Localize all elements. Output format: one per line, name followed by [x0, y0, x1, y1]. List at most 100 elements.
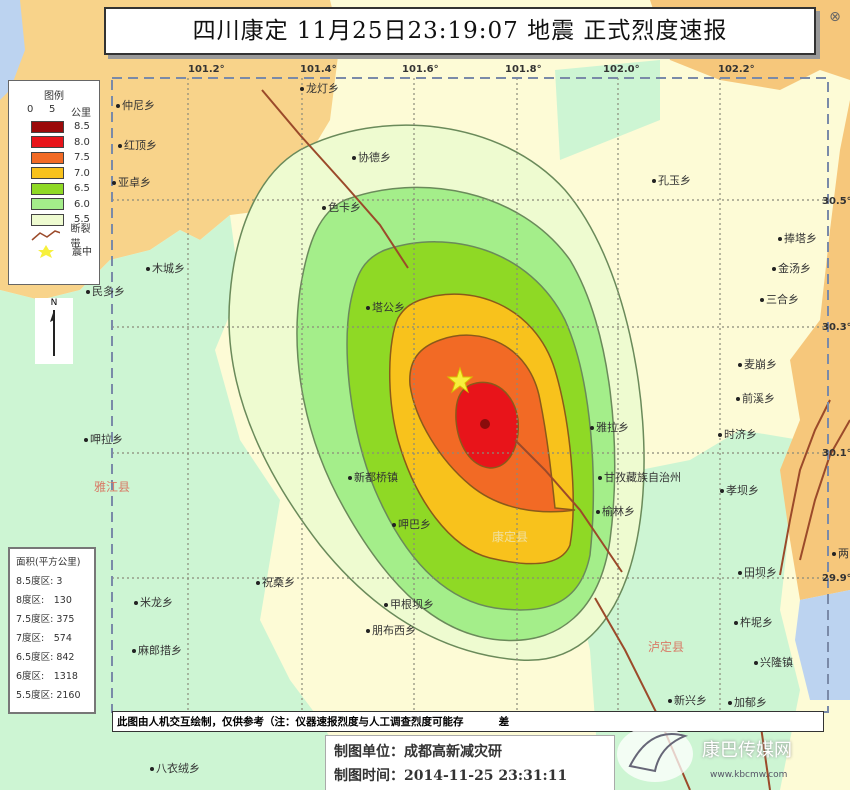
intensity-label: 6.5: [74, 183, 90, 195]
place-label: 新都桥镇: [348, 469, 398, 485]
county-label: 康定县: [492, 530, 529, 544]
place-label: 三合乡: [760, 291, 799, 307]
longitude-tick: 101.6°: [402, 64, 439, 75]
legend-intensity-8.0: 8.0: [9, 135, 99, 151]
place-label: 新兴乡: [668, 692, 707, 708]
place-label: 八衣绒乡: [150, 760, 200, 776]
latitude-tick: 30.1°: [822, 448, 850, 459]
county-label: 泸定县: [648, 640, 685, 654]
place-label: 色卡乡: [322, 199, 361, 215]
watermark-logo: 康巴传媒网 www.kbcmw.com: [610, 712, 850, 790]
area-row: 7度区: 574: [16, 633, 72, 644]
area-row: 8.5度区: 3: [16, 576, 63, 587]
star-icon: [38, 244, 54, 258]
color-swatch: [31, 198, 64, 211]
place-label: 塔公乡: [366, 299, 405, 315]
longitude-tick: 102.0°: [603, 64, 640, 75]
legend-intensity-5.5: 5.5: [9, 212, 99, 228]
place-label: 榆林乡: [596, 503, 635, 519]
place-label: 兴隆镇: [754, 654, 793, 670]
fault-line-icon: [31, 230, 61, 241]
place-label: 甲根坝乡: [384, 596, 434, 612]
map-frame: [111, 77, 829, 713]
region-water-east: [795, 590, 850, 700]
place-label: 孝坝乡: [720, 482, 759, 498]
place-label: 龙灯乡: [300, 80, 339, 96]
epicenter-star-icon: [446, 366, 474, 394]
latitude-tick: 30.5°: [822, 196, 850, 207]
watermark-url: www.kbcmw.com: [710, 770, 788, 780]
place-label: 杵坭乡: [734, 614, 773, 630]
scale-unit: 公里: [71, 108, 91, 119]
place-label: 两: [832, 545, 849, 561]
color-swatch: [31, 136, 64, 149]
watermark-name: 康巴传媒网: [702, 740, 792, 761]
fault-label: 断裂带: [70, 224, 91, 251]
epicenter-label: 震中: [72, 247, 92, 259]
place-label: 捧塔乡: [778, 230, 817, 246]
place-label: 呷巴乡: [392, 516, 431, 532]
legend-scale-bar: 0 5 公里: [9, 102, 99, 119]
county-label: 雅江县: [94, 480, 131, 494]
intensity-label: 6.0: [74, 198, 90, 210]
legend-fault: 断裂带: [9, 224, 99, 250]
place-label: 麻郎措乡: [132, 642, 182, 658]
fault-line: [261, 89, 409, 269]
fault-line: [799, 419, 850, 561]
intensity-label: 7.0: [74, 167, 90, 179]
fault-line: [779, 399, 831, 576]
area-row: 5.5度区: 2160: [16, 690, 81, 701]
longitude-tick: 101.2°: [188, 64, 225, 75]
color-swatch: [31, 182, 64, 195]
place-label: 麦崩乡: [738, 356, 777, 372]
disclaimer-note: 此图由人机交互绘制，仅供参考（注：仪器速报烈度与人工调查烈度可能存 差: [112, 711, 824, 732]
place-label: 金汤乡: [772, 260, 811, 276]
scale-5: 5: [49, 104, 56, 115]
place-label: 甘孜藏族自治州: [598, 469, 681, 485]
legend-intensity-8.5: 8.5: [9, 119, 99, 135]
place-label: 民多乡: [86, 283, 125, 299]
legend-heading: 图例: [44, 91, 64, 102]
place-label: 加郁乡: [728, 694, 767, 710]
legend-intensity-7.0: 7.0: [9, 166, 99, 182]
place-label: 红顶乡: [118, 137, 157, 153]
legend-intensity-7.5: 7.5: [9, 150, 99, 166]
place-label: 米龙乡: [134, 594, 173, 610]
region-orange-east: [780, 100, 850, 600]
scale-0: 0: [27, 104, 34, 115]
place-label: 雅拉乡: [590, 419, 629, 435]
color-swatch: [31, 151, 64, 164]
fault-line: [514, 439, 623, 573]
area-row: 8度区: 130: [16, 595, 72, 606]
latitude-tick: 30.3°: [822, 322, 850, 333]
area-table: 面积(平方公里) 8.5度区: 3 8度区: 130 7.5度区: 375 7度区: …: [8, 547, 96, 714]
longitude-tick: 101.4°: [300, 64, 337, 75]
color-swatch: [31, 213, 64, 226]
area-row: 7.5度区: 375: [16, 614, 75, 625]
intensity-label: 7.5: [74, 152, 90, 164]
intensity-label: 8.5: [74, 121, 90, 133]
map-title: 四川康定 11月25日23:19:07 地震 正式烈度速报: [104, 7, 816, 55]
region-green-center: [555, 60, 660, 160]
place-label: 时济乡: [718, 426, 757, 442]
place-label: 亚卓乡: [112, 174, 151, 190]
area-row: 6度区: 1318: [16, 671, 78, 682]
region-water-nw: [0, 0, 25, 100]
legend: 图例 0 5 公里 8.5 8.0 7.5 7.0 6.5 6.0 5.5 断裂带 震中: [8, 80, 100, 285]
credit-time: 制图时间：2014-11-25 23:31:11: [334, 768, 568, 784]
place-label: 仲尼乡: [116, 97, 155, 113]
place-label: 呷拉乡: [84, 431, 123, 447]
legend-intensity-6.5: 6.5: [9, 181, 99, 197]
intensity-8.5-zone: [480, 419, 490, 429]
intensity-label: 5.5: [74, 214, 90, 226]
legend-intensity-6.0: 6.0: [9, 197, 99, 213]
color-swatch: [31, 120, 64, 133]
place-label: 前溪乡: [736, 390, 775, 406]
color-swatch: [31, 167, 64, 180]
credit-unit: 制图单位：成都高新减灾研: [334, 744, 502, 760]
area-heading: 面积(平方公里): [16, 557, 81, 568]
close-icon[interactable]: ⊗: [829, 9, 841, 25]
longitude-tick: 101.8°: [505, 64, 542, 75]
